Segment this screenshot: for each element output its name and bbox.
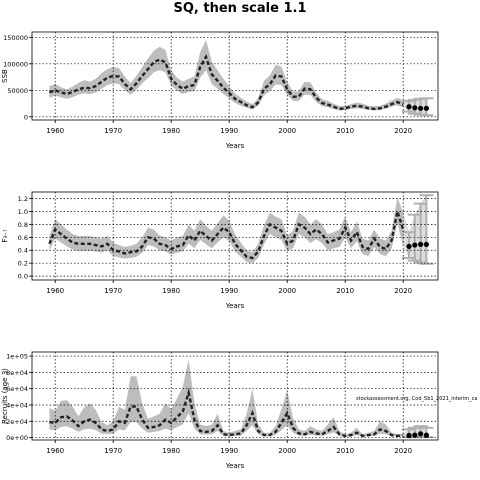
y-tick-label: 0.6: [18, 234, 28, 242]
y-tick-label: 8e+04: [6, 369, 28, 377]
y-tick-label: 0e+00: [6, 434, 28, 442]
y-tick-label: 0: [24, 113, 28, 121]
x-tick-label: 1990: [220, 127, 238, 135]
x-tick-label: 1990: [220, 447, 238, 455]
y-tick-label: 1.0: [18, 208, 28, 216]
x-axis-label: Years: [225, 462, 245, 470]
forecast-point: [406, 243, 412, 249]
confidence-band: [49, 40, 404, 111]
y-tick-label: 0.4: [18, 247, 28, 255]
plot-frame: [31, 191, 439, 281]
chart-title: SQ, then scale 1.1: [173, 1, 307, 16]
y-tick-label: 0.2: [18, 260, 28, 268]
x-tick-label: 1970: [104, 287, 122, 295]
y-tick-label: 100000: [3, 60, 28, 68]
x-tick-label: 2000: [278, 127, 296, 135]
panel-1: 1960 1970 1980 1990 2000 2010 2020 0 50000 100000…: [1, 31, 439, 150]
x-tick-label: 2010: [336, 287, 354, 295]
forecast-point: [423, 432, 429, 438]
x-axis-label: Years: [225, 302, 245, 310]
y-tick-label: 4e+04: [6, 401, 28, 409]
forecast-point: [418, 241, 424, 248]
x-tick-label: 2010: [336, 127, 354, 135]
forecast-point: [406, 104, 412, 110]
x-tick-label: 2020: [394, 447, 412, 455]
forecast-point: [418, 431, 424, 437]
estimate-line: [48, 206, 405, 260]
source-label: stockassessment.org, Cod_5b1_2021_interi…: [356, 396, 478, 402]
x-tick-label: 1990: [220, 287, 238, 295]
forecast-point: [418, 105, 424, 111]
y-tick-label: 2e+04: [6, 418, 28, 426]
x-tick-label: 1980: [162, 287, 180, 295]
plot-frame: [31, 31, 439, 121]
x-tick-label: 1960: [46, 127, 64, 135]
y-tick-label: 6e+04: [6, 385, 28, 393]
forecast-point: [423, 241, 429, 248]
x-tick-label: 2010: [336, 447, 354, 455]
forecast-point: [412, 242, 418, 248]
x-tick-label: 1970: [104, 447, 122, 455]
y-axis-label: SSB: [1, 69, 9, 83]
plot-frame: [31, 351, 439, 441]
x-axis-label: Years: [225, 142, 245, 150]
confidence-band: [49, 359, 404, 437]
x-tick-label: 1960: [46, 447, 64, 455]
estimate-line: [49, 387, 404, 438]
x-tick-label: 2020: [394, 127, 412, 135]
x-tick-label: 2000: [278, 287, 296, 295]
y-axis-label: F₃₋₇: [1, 229, 9, 243]
x-tick-label: 1980: [162, 127, 180, 135]
y-tick-label: 150000: [3, 34, 28, 42]
forecast-point: [423, 105, 429, 111]
estimate-line: [48, 53, 404, 111]
x-tick-label: 1960: [46, 287, 64, 295]
forecast-point: [406, 432, 412, 439]
forecast-point: [412, 432, 418, 438]
y-axis-label: Recruits (age 3): [1, 368, 9, 424]
forecast-point: [412, 105, 418, 111]
x-tick-label: 1980: [162, 447, 180, 455]
x-tick-label: 2000: [278, 447, 296, 455]
panel-3: 1960 1970 1980 1990 2000 2010 2020 0e+00 2e+04 4e…: [1, 351, 478, 470]
y-tick-label: 0.8: [18, 221, 28, 229]
y-tick-label: 50000: [7, 87, 28, 95]
x-tick-label: 1970: [104, 127, 122, 135]
y-tick-label: 1e+05: [6, 353, 28, 361]
panel-2: 1960 1970 1980 1990 2000 2010 2020 0.0 0.2 0.4 0.6…: [1, 191, 439, 310]
y-tick-label: 0.0: [18, 273, 28, 281]
x-tick-label: 2020: [394, 287, 412, 295]
y-tick-label: 1.2: [18, 195, 28, 203]
